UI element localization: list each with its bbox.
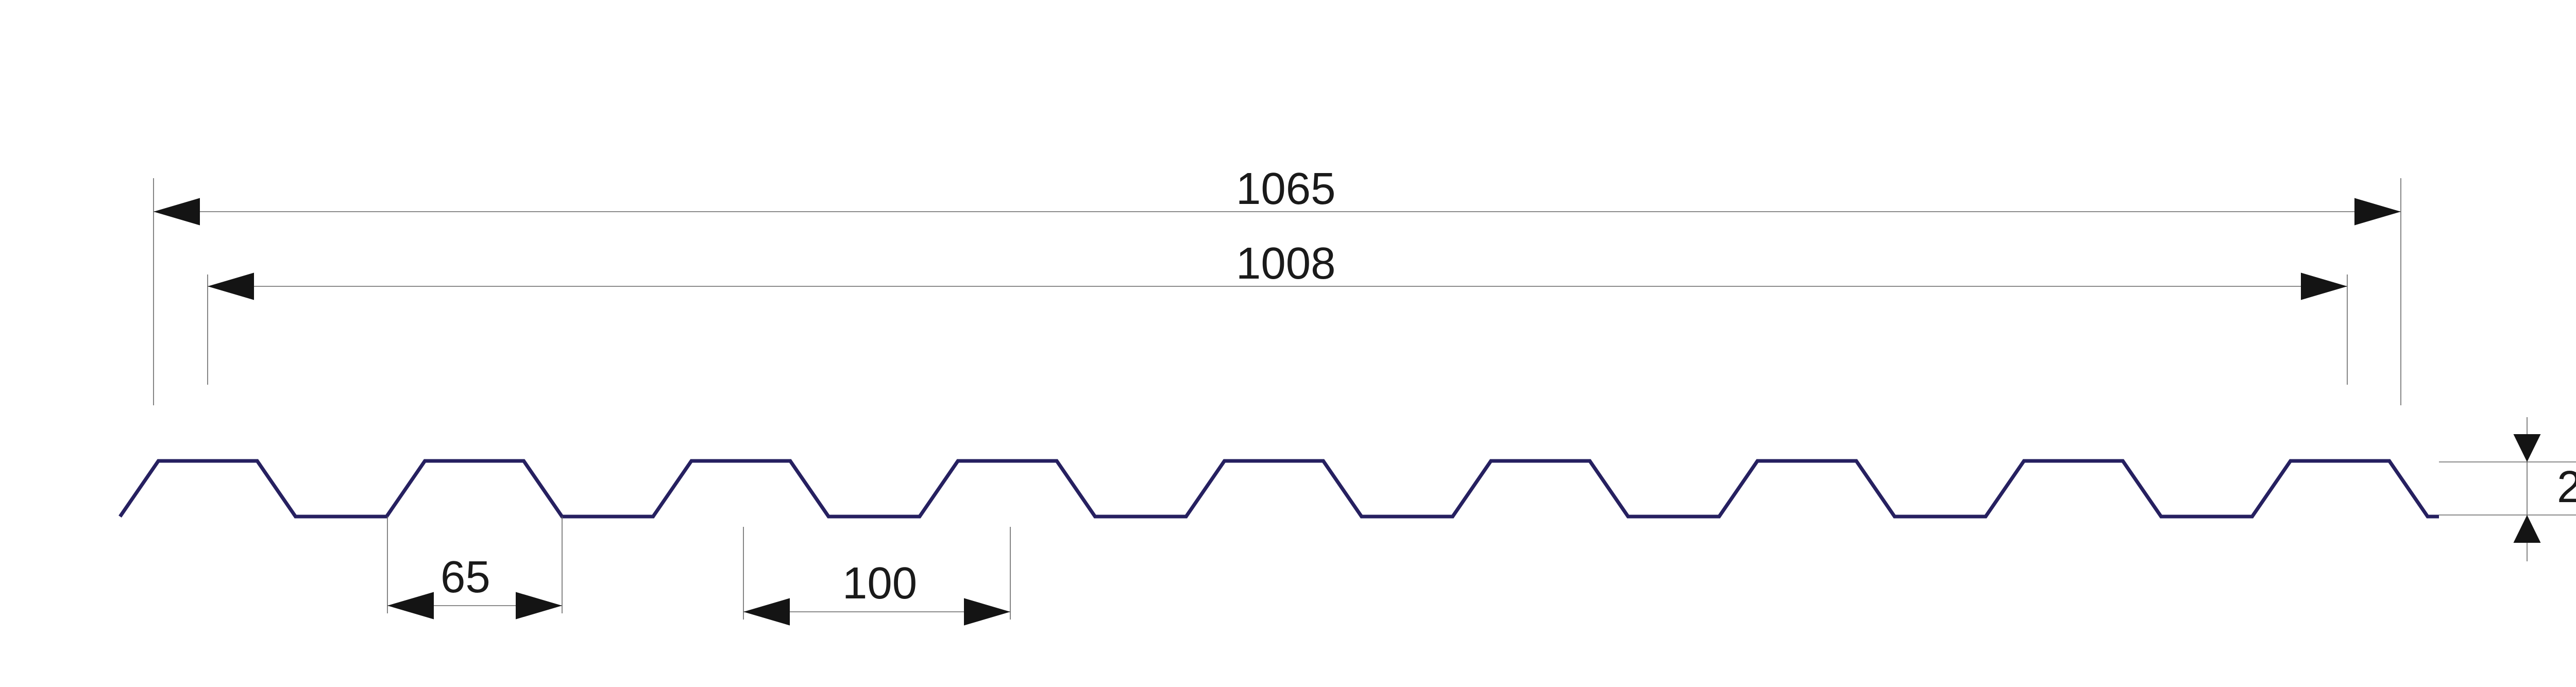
svg-text:1008: 1008 bbox=[1236, 238, 1336, 288]
svg-text:21 мм: 21 мм bbox=[2557, 462, 2576, 512]
svg-text:65: 65 bbox=[440, 552, 490, 602]
svg-text:100: 100 bbox=[842, 558, 917, 608]
svg-text:1065: 1065 bbox=[1236, 164, 1336, 214]
